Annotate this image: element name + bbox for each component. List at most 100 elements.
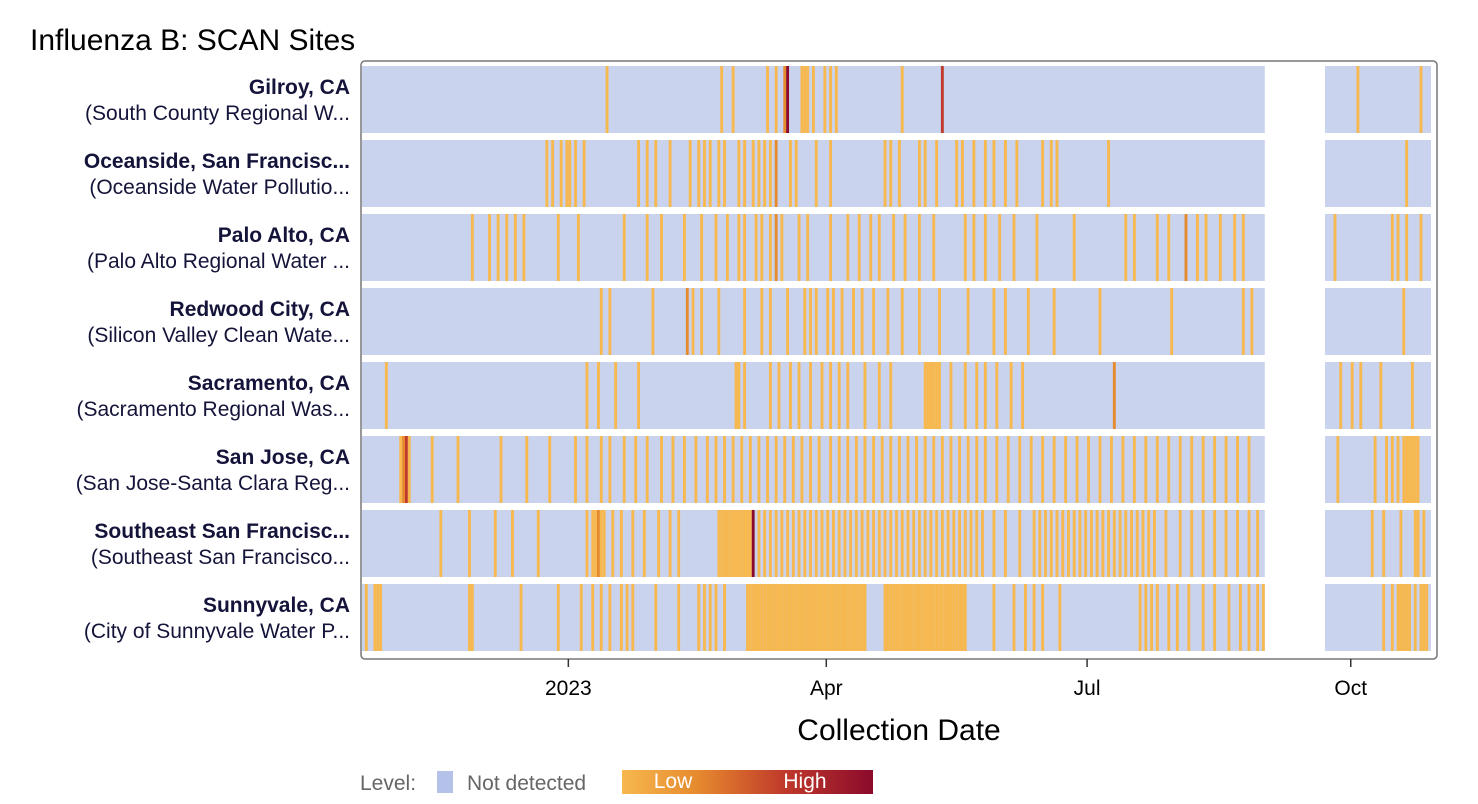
detection-cell bbox=[768, 288, 772, 355]
detection-cell bbox=[634, 436, 638, 503]
detection-cell bbox=[949, 584, 953, 651]
detection-cell bbox=[889, 510, 893, 577]
detection-cell bbox=[1238, 584, 1242, 651]
detection-cell bbox=[622, 214, 626, 281]
detection-cell bbox=[981, 510, 984, 577]
detection-cell bbox=[737, 214, 741, 281]
detection-cell bbox=[645, 214, 649, 281]
detection-cell bbox=[797, 362, 801, 429]
detection-cell bbox=[932, 436, 936, 503]
site-facility-label: (Southeast San Francisco... bbox=[91, 546, 350, 569]
detection-cell bbox=[897, 584, 901, 651]
site-name-label: Sunnyvale, CA bbox=[203, 594, 350, 617]
detection-cell bbox=[754, 214, 758, 281]
detection-cell bbox=[829, 140, 833, 207]
detection-cell bbox=[969, 510, 973, 577]
detection-cell bbox=[958, 584, 961, 651]
detection-cell bbox=[1021, 362, 1025, 429]
detection-cell bbox=[1396, 436, 1400, 503]
detection-cell bbox=[1144, 584, 1148, 651]
detection-cell bbox=[960, 584, 964, 651]
detection-cell bbox=[915, 584, 918, 651]
not-detected-background bbox=[1324, 66, 1431, 133]
detection-cell bbox=[1333, 214, 1337, 281]
detection-cell bbox=[468, 584, 471, 651]
detection-cell bbox=[806, 66, 810, 133]
detection-cell bbox=[797, 510, 801, 577]
detection-cell bbox=[975, 362, 979, 429]
detection-cell bbox=[1049, 510, 1053, 577]
detection-cell bbox=[803, 66, 807, 133]
detection-cell bbox=[768, 362, 772, 429]
detection-cell bbox=[1261, 584, 1265, 651]
detection-cell bbox=[1201, 510, 1205, 577]
detection-cell bbox=[1150, 584, 1154, 651]
detection-cell bbox=[654, 140, 658, 207]
x-tick-label: 2023 bbox=[545, 677, 592, 700]
detection-cell bbox=[877, 362, 881, 429]
detection-cell bbox=[668, 510, 672, 577]
detection-cell bbox=[645, 436, 649, 503]
detection-cell bbox=[751, 510, 755, 577]
detection-cell bbox=[832, 510, 835, 577]
detection-cell bbox=[439, 510, 443, 577]
detection-cell bbox=[1058, 584, 1062, 651]
detection-cell bbox=[909, 584, 913, 651]
detection-cell bbox=[1003, 288, 1007, 355]
detection-cell bbox=[940, 510, 944, 577]
detection-cell bbox=[912, 584, 916, 651]
detection-cell bbox=[854, 510, 858, 577]
detection-cell bbox=[677, 510, 681, 577]
detection-cell bbox=[837, 584, 841, 651]
detection-cell bbox=[1015, 140, 1019, 207]
detection-cell bbox=[817, 584, 821, 651]
detection-cell bbox=[685, 288, 689, 355]
detection-cell bbox=[1112, 362, 1116, 429]
site-name-label: Palo Alto, CA bbox=[218, 224, 350, 247]
detection-cell bbox=[545, 140, 549, 207]
detection-cell bbox=[1164, 510, 1168, 577]
detection-cell bbox=[631, 584, 635, 651]
detection-cell bbox=[1147, 510, 1151, 577]
heatmap-row bbox=[362, 362, 1431, 429]
detection-cell bbox=[800, 584, 804, 651]
detection-cell bbox=[1413, 510, 1417, 577]
detection-cell bbox=[651, 288, 655, 355]
detection-cell bbox=[766, 584, 769, 651]
detection-cell bbox=[780, 510, 784, 577]
detection-cell bbox=[493, 510, 497, 577]
detection-cell bbox=[1009, 362, 1013, 429]
detection-cell bbox=[740, 436, 744, 503]
detection-cell bbox=[470, 214, 474, 281]
detection-cell bbox=[992, 140, 996, 207]
detection-cell bbox=[723, 584, 726, 651]
site-name-label: San Jose, CA bbox=[216, 446, 350, 469]
detection-cell bbox=[783, 584, 787, 651]
x-axis: 2023 Apr Jul Oct bbox=[545, 659, 1367, 700]
detection-cell bbox=[771, 584, 775, 651]
detection-cell bbox=[1405, 214, 1409, 281]
detection-cell bbox=[829, 214, 833, 281]
detection-cell bbox=[568, 140, 572, 207]
detection-cell bbox=[576, 214, 580, 281]
site-facility-label: (Oceanside Water Pollutio... bbox=[89, 176, 350, 199]
heatmap-row bbox=[362, 436, 1431, 503]
detection-cell bbox=[1402, 436, 1406, 503]
detection-cell bbox=[700, 288, 704, 355]
detection-cell bbox=[654, 584, 658, 651]
legend-not-detected-swatch bbox=[437, 771, 453, 793]
detection-cell bbox=[791, 510, 795, 577]
detection-cell bbox=[846, 362, 850, 429]
detection-cell bbox=[860, 288, 864, 355]
detection-cell bbox=[880, 436, 884, 503]
detection-cell bbox=[763, 584, 767, 651]
detection-cell bbox=[599, 436, 603, 503]
detection-cell bbox=[840, 584, 844, 651]
not-detected-background bbox=[362, 510, 1265, 577]
detection-cell bbox=[1224, 510, 1228, 577]
detection-cell bbox=[955, 140, 959, 207]
detection-cell bbox=[1350, 362, 1354, 429]
detection-cell bbox=[966, 288, 970, 355]
detection-cell bbox=[786, 66, 790, 133]
detection-cell bbox=[1405, 140, 1409, 207]
